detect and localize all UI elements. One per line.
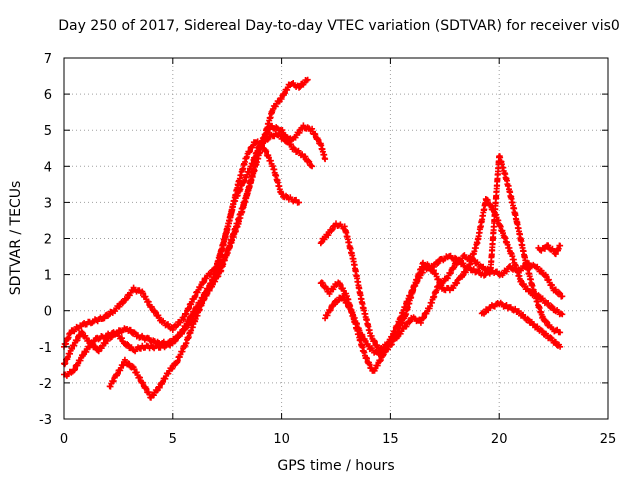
y-tick-label: 2 — [44, 233, 52, 248]
y-tick-label: 0 — [44, 305, 52, 320]
series-markers — [61, 122, 316, 368]
series-markers — [322, 153, 564, 358]
series-track-3 — [61, 122, 316, 368]
y-tick-label: -2 — [39, 377, 52, 392]
y-axis-label: SDTVAR / TECUs — [8, 181, 24, 296]
y-tick-label: -1 — [39, 341, 52, 356]
y-tick-labels: -3 -2 -1 0 1 2 3 4 5 6 7 — [39, 52, 52, 428]
axis-ticks — [63, 57, 609, 420]
y-tick-label: 3 — [44, 196, 52, 211]
series-markers — [535, 242, 564, 258]
x-axis-label: GPS time / hours — [277, 458, 394, 474]
x-tick-label: 5 — [169, 432, 177, 447]
chart-title: Day 250 of 2017, Sidereal Day-to-day VTE… — [58, 18, 620, 34]
y-tick-label: 6 — [44, 88, 52, 103]
y-tick-label: -3 — [39, 413, 52, 428]
x-tick-label: 25 — [600, 432, 617, 447]
series-markers — [106, 138, 302, 401]
x-tick-label: 0 — [60, 432, 68, 447]
series-track-7 — [322, 153, 564, 358]
series-track-9 — [535, 242, 564, 258]
grid — [64, 58, 608, 419]
series-track-2 — [61, 76, 311, 379]
series-track-8 — [478, 299, 564, 350]
x-tick-label: 10 — [273, 432, 290, 447]
x-tick-label: 15 — [382, 432, 399, 447]
series-track-4 — [106, 138, 302, 401]
y-tick-label: 1 — [44, 269, 52, 284]
series-markers — [478, 299, 564, 350]
y-tick-label: 7 — [44, 52, 52, 67]
y-tick-label: 4 — [44, 160, 52, 175]
y-tick-label: 5 — [44, 124, 52, 139]
x-tick-label: 20 — [491, 432, 508, 447]
x-tick-labels: 0 5 10 15 20 25 — [60, 432, 616, 447]
series-markers — [61, 76, 311, 379]
